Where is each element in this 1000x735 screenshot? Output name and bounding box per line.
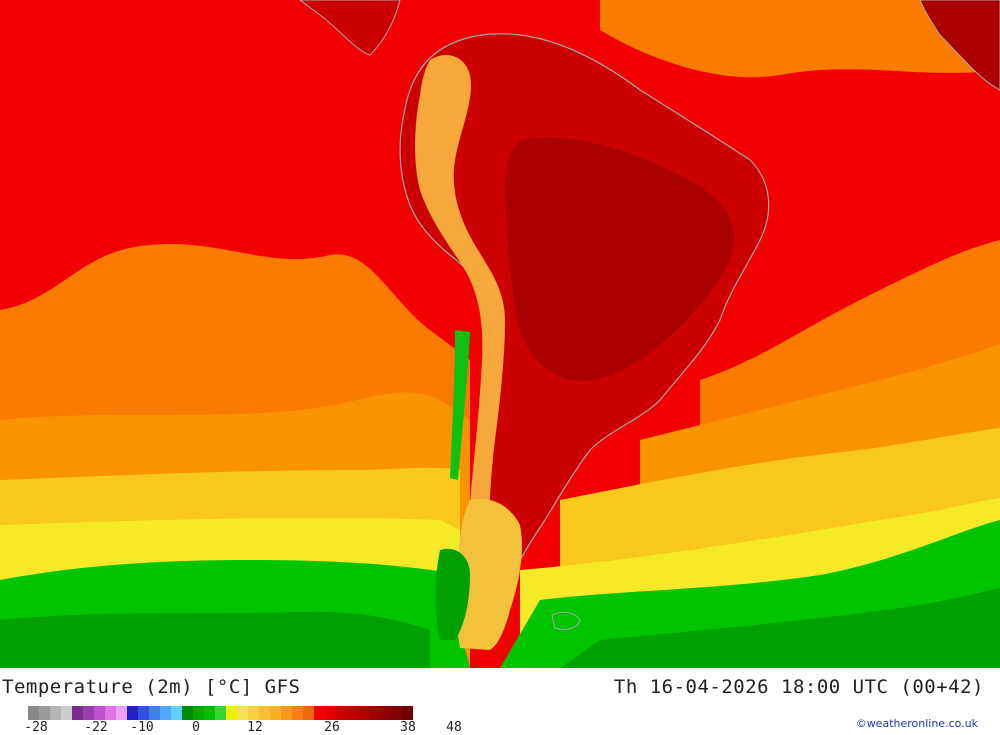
legend-swatch (116, 706, 127, 720)
legend-swatch (237, 706, 248, 720)
legend-swatch (292, 706, 303, 720)
legend-swatch (204, 706, 215, 720)
legend-swatch (402, 706, 413, 720)
southern-ocean-green-dark (0, 611, 430, 668)
legend-swatch (160, 706, 171, 720)
legend-swatch (193, 706, 204, 720)
legend-swatch (215, 706, 226, 720)
legend-swatch (347, 706, 358, 720)
legend-swatch (259, 706, 270, 720)
credit-link[interactable]: ©weatheronline.co.uk (855, 717, 978, 730)
legend-tick: -22 (84, 720, 108, 735)
legend-tick: 26 (324, 720, 340, 735)
legend-tick: 38 (400, 720, 416, 735)
legend-swatch (226, 706, 237, 720)
legend-swatch (72, 706, 83, 720)
legend-swatch (314, 706, 325, 720)
tierra-del-fuego (435, 548, 470, 640)
legend-swatch (270, 706, 281, 720)
temperature-map (0, 0, 1000, 668)
legend-swatch (380, 706, 391, 720)
legend-tick: -28 (24, 720, 48, 735)
southern-ocean-green-dark-east (560, 588, 1000, 668)
map-title: Temperature (2m) [°C] GFS (2, 676, 301, 698)
legend-swatch (336, 706, 347, 720)
legend-swatch (50, 706, 61, 720)
falklands (551, 611, 581, 631)
legend-swatch (39, 706, 50, 720)
legend-swatch (149, 706, 160, 720)
legend-swatch (171, 706, 182, 720)
legend-swatch (138, 706, 149, 720)
legend-swatch (248, 706, 259, 720)
valid-time: Th 16-04-2026 18:00 UTC (00+42) (613, 676, 984, 698)
legend-swatch (127, 706, 138, 720)
patagonia-band (455, 498, 522, 650)
legend-swatch (369, 706, 380, 720)
central-america-land (299, 0, 401, 56)
legend-swatch (325, 706, 336, 720)
legend-tick: 12 (247, 720, 263, 735)
legend-swatch (391, 706, 402, 720)
legend-swatch (358, 706, 369, 720)
legend-swatch (61, 706, 72, 720)
africa-corner (919, 0, 1000, 91)
chile-green-strip (450, 330, 470, 480)
legend-swatch (303, 706, 314, 720)
andes-band (415, 55, 505, 600)
legend-tick: 48 (446, 720, 462, 735)
legend-swatch (281, 706, 292, 720)
legend-tick: -10 (130, 720, 154, 735)
legend-swatch (28, 706, 39, 720)
legend-swatch (94, 706, 105, 720)
legend-swatch (83, 706, 94, 720)
legend-swatch (105, 706, 116, 720)
brazil-hottest (505, 137, 735, 381)
ocean-orange-northeast (600, 0, 1000, 78)
legend-tick: 0 (192, 720, 200, 735)
legend-swatch (182, 706, 193, 720)
color-legend (28, 706, 413, 720)
